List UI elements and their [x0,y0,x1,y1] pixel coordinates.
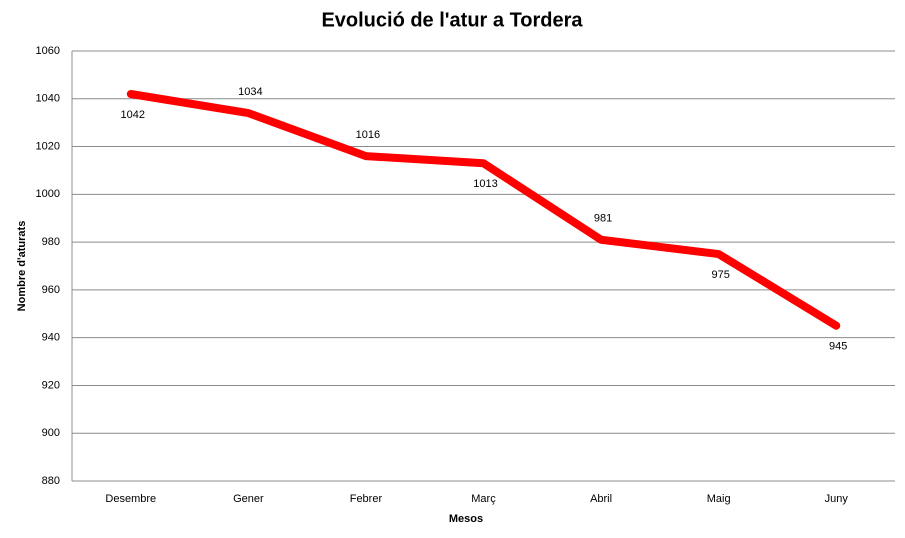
y-tick-label: 920 [42,379,60,391]
y-tick-label: 900 [42,427,60,439]
chart-title: Evolució de l'atur a Tordera [321,9,583,31]
y-tick-label: 1060 [36,45,60,57]
data-label: 1034 [238,86,262,98]
x-tick-label: Juny [825,493,849,505]
x-tick-label: Febrer [350,493,383,505]
x-tick-label: Desembre [105,493,156,505]
y-tick-label: 1000 [36,188,60,200]
x-tick-label: Abril [590,493,612,505]
x-tick-label: Gener [233,493,264,505]
data-label: 945 [829,341,847,353]
y-tick-label: 940 [42,332,60,344]
data-line [126,90,841,330]
data-label: 1016 [356,129,380,141]
y-axis-title: Nombre d'aturats [16,221,28,312]
x-tick-label: Maig [707,493,731,505]
y-tick-label: 1040 [36,93,60,105]
data-label: 1042 [121,109,145,121]
x-axis-title: Mesos [449,513,483,525]
data-label: 981 [594,213,612,225]
y-tick-label: 1020 [36,140,60,152]
data-label: 1013 [473,178,497,190]
y-tick-label: 880 [42,475,60,487]
y-tick-label: 980 [42,236,60,248]
y-tick-label: 960 [42,284,60,296]
x-tick-label: Març [471,493,496,505]
data-label: 975 [711,269,729,281]
